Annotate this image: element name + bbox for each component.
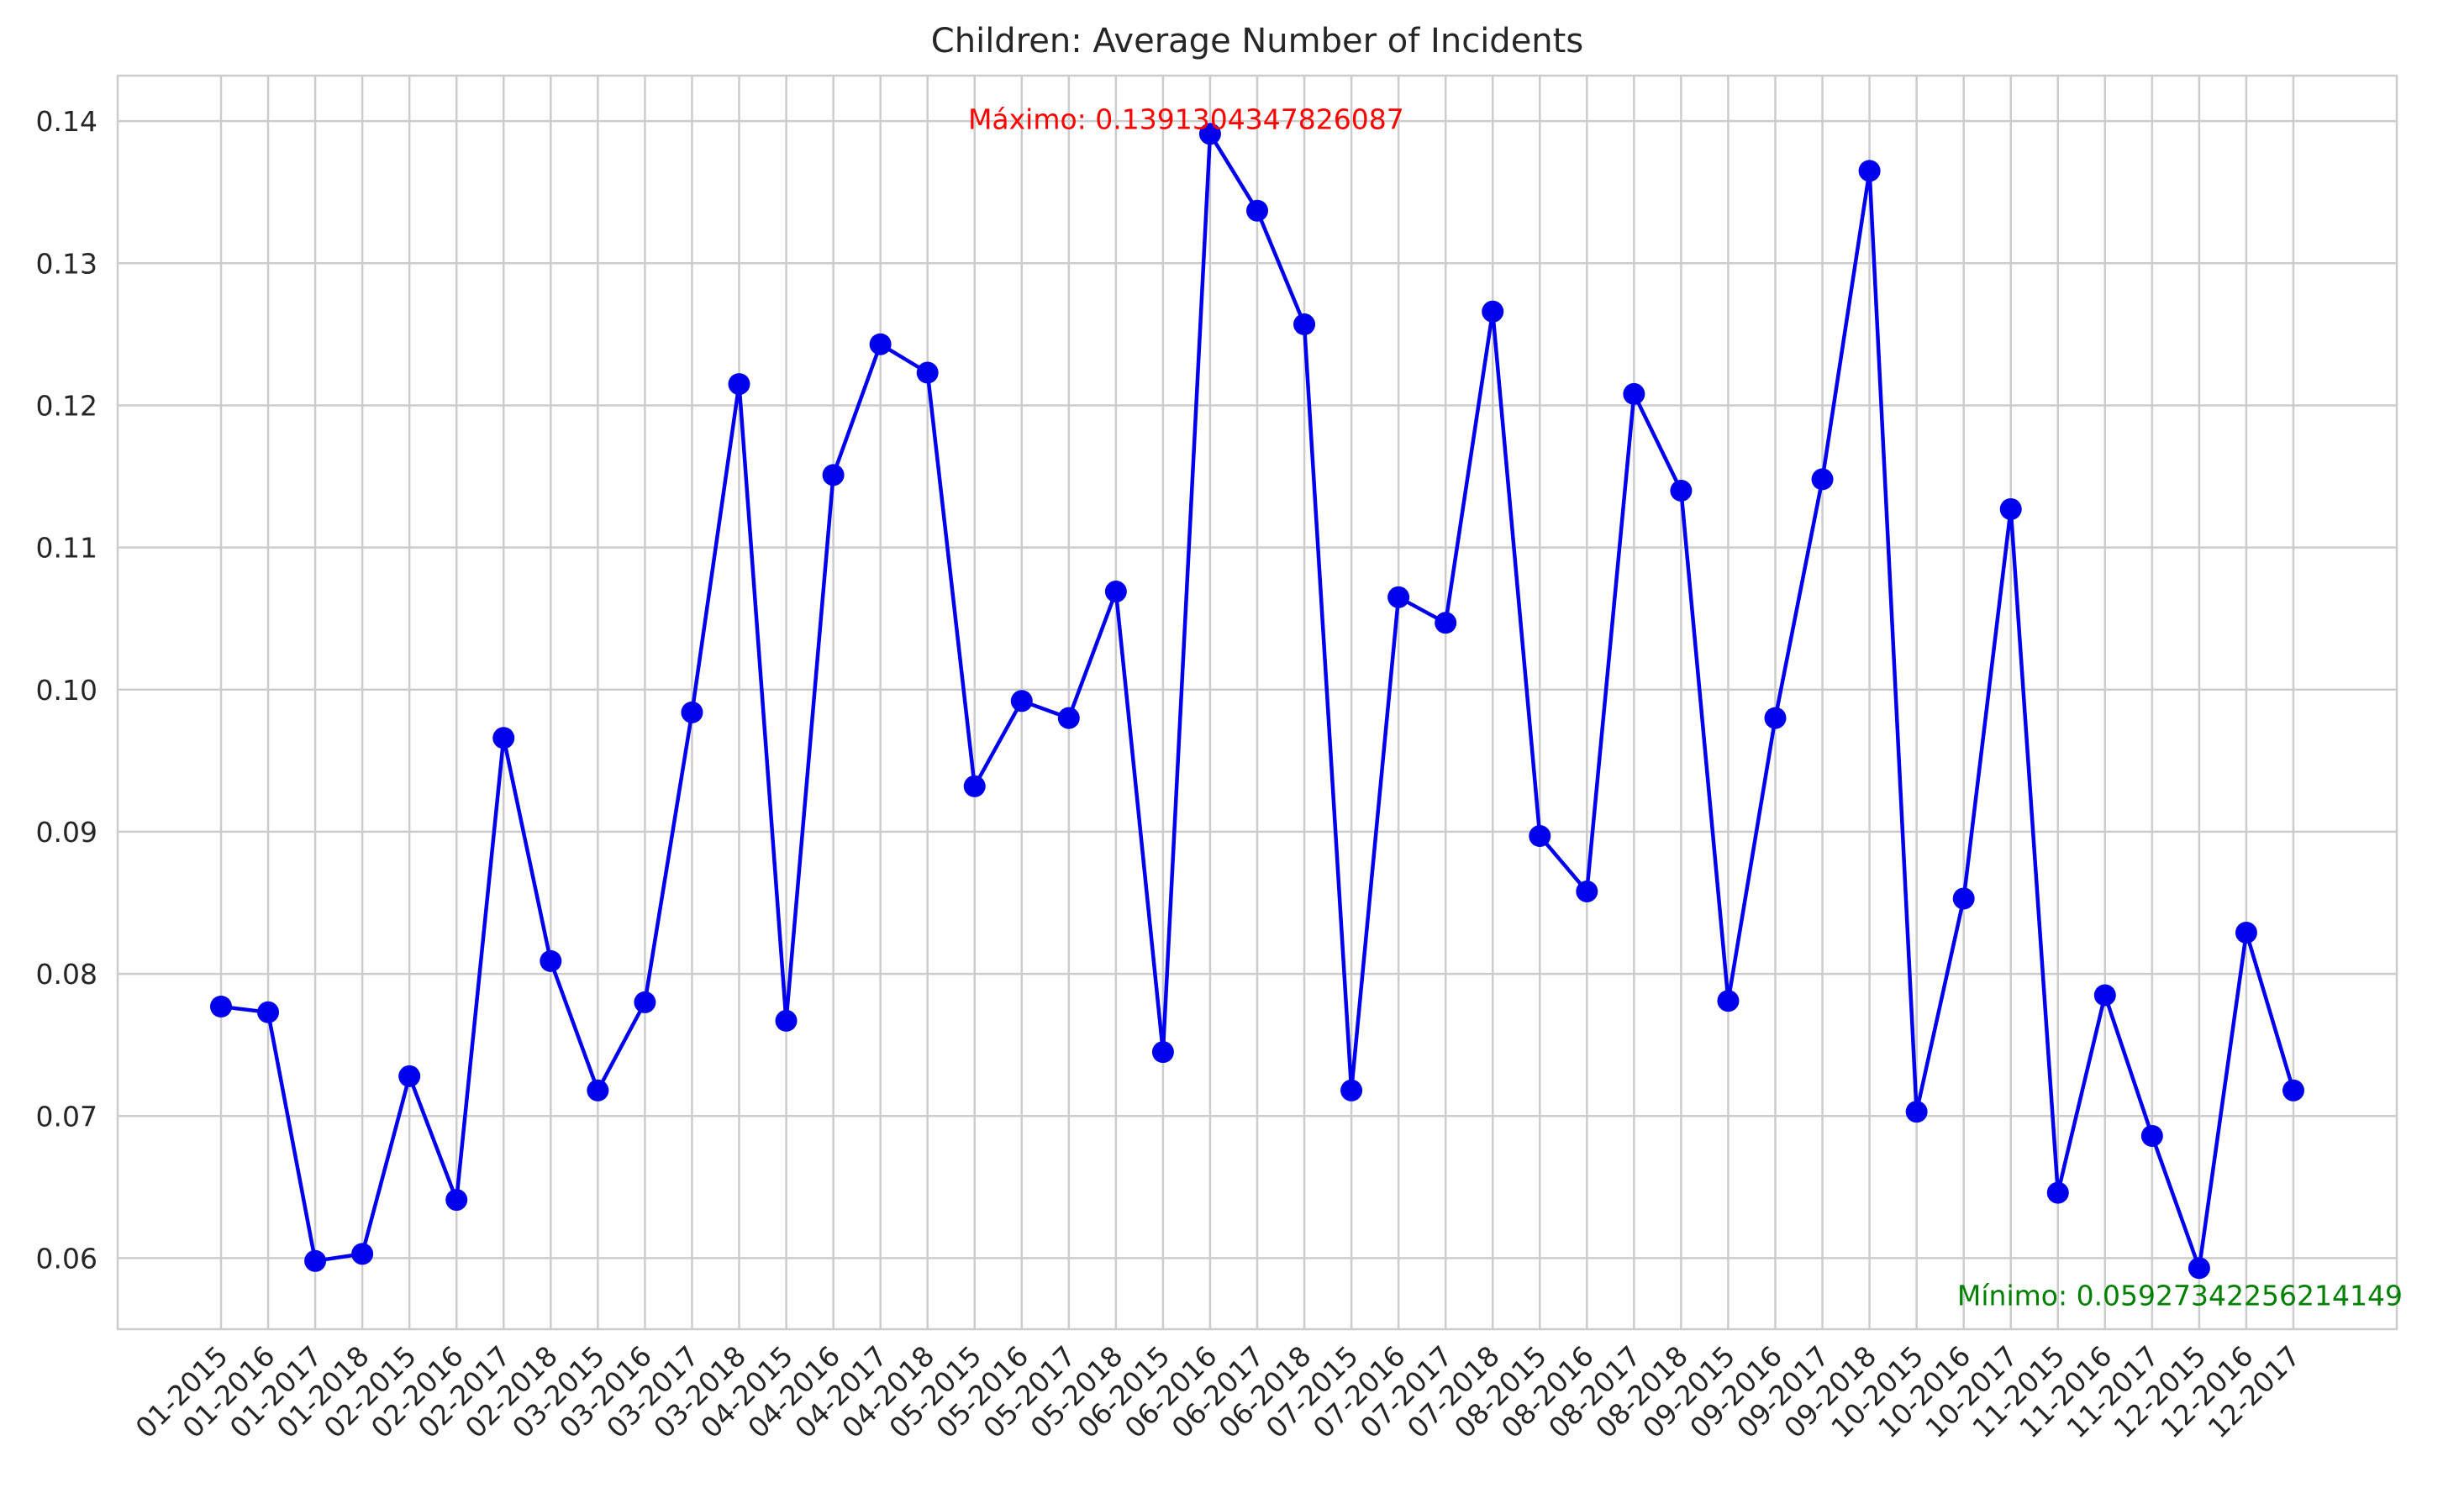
y-tick-label: 0.12 — [36, 389, 97, 422]
data-point — [822, 464, 845, 486]
data-point — [2046, 1181, 2069, 1204]
min-annotation: Mínimo: 0.05927342256214149 — [1957, 1279, 2403, 1312]
data-point — [398, 1065, 421, 1087]
data-point — [1811, 468, 1834, 491]
data-point — [775, 1009, 798, 1032]
max-annotation: Máximo: 0.1391304347826087 — [968, 103, 1404, 135]
data-point — [1529, 825, 1551, 848]
data-point — [681, 701, 703, 723]
data-point — [2235, 922, 2257, 944]
data-point — [1482, 300, 1504, 323]
data-point — [304, 1249, 327, 1272]
data-point — [1858, 160, 1881, 182]
y-axis-ticks: 0.06 0.07 0.08 0.09 0.10 0.11 0.12 0.13 0.14 — [36, 105, 97, 1275]
data-point — [1576, 880, 1598, 902]
data-point — [1010, 690, 1033, 712]
data-point — [1623, 382, 1645, 405]
data-point — [1057, 707, 1080, 729]
plot-frame — [116, 74, 2398, 1331]
data-point — [1435, 612, 1457, 634]
data-point — [634, 991, 656, 1013]
data-point — [2282, 1079, 2304, 1102]
data-point — [1764, 707, 1787, 729]
annotations: Máximo: 0.1391304347826087 Mínimo: 0.0592… — [968, 103, 2403, 1312]
y-tick-label: 0.13 — [36, 247, 97, 280]
data-point — [1905, 1101, 1928, 1123]
data-point — [2140, 1124, 2163, 1147]
data-point — [492, 727, 515, 749]
data-point — [1246, 199, 1268, 222]
y-tick-label: 0.09 — [36, 816, 97, 849]
y-tick-label: 0.07 — [36, 1100, 97, 1133]
data-point — [1104, 581, 1127, 603]
data-point — [2188, 1257, 2210, 1280]
series-points — [210, 123, 2304, 1280]
data-point — [728, 373, 750, 396]
data-point — [1999, 497, 2022, 520]
y-tick-label: 0.08 — [36, 958, 97, 991]
data-point — [257, 1001, 280, 1023]
chart-title: Children: Average Number of Incidents — [931, 22, 1583, 60]
data-point — [963, 775, 986, 797]
data-point — [1952, 887, 1975, 910]
data-point — [351, 1243, 374, 1265]
data-point — [1198, 123, 1221, 145]
data-point — [587, 1079, 609, 1102]
y-tick-label: 0.11 — [36, 532, 97, 565]
data-point — [916, 361, 939, 384]
data-point — [445, 1189, 468, 1212]
data-point — [1717, 990, 1740, 1012]
data-point — [1151, 1041, 1174, 1064]
data-point — [1293, 313, 1316, 336]
data-point — [1387, 586, 1410, 608]
y-tick-label: 0.06 — [36, 1242, 97, 1275]
data-point — [210, 996, 232, 1018]
y-tick-label: 0.10 — [36, 674, 97, 707]
data-point — [540, 949, 562, 972]
y-tick-label: 0.14 — [36, 105, 97, 138]
data-point — [1670, 479, 1693, 502]
x-axis-ticks: 01-201501-201601-201701-201802-201502-20… — [129, 1339, 2307, 1444]
grid-layer — [118, 76, 2397, 1329]
data-point — [869, 333, 892, 355]
data-point — [1340, 1079, 1363, 1102]
data-point — [2093, 984, 2116, 1007]
